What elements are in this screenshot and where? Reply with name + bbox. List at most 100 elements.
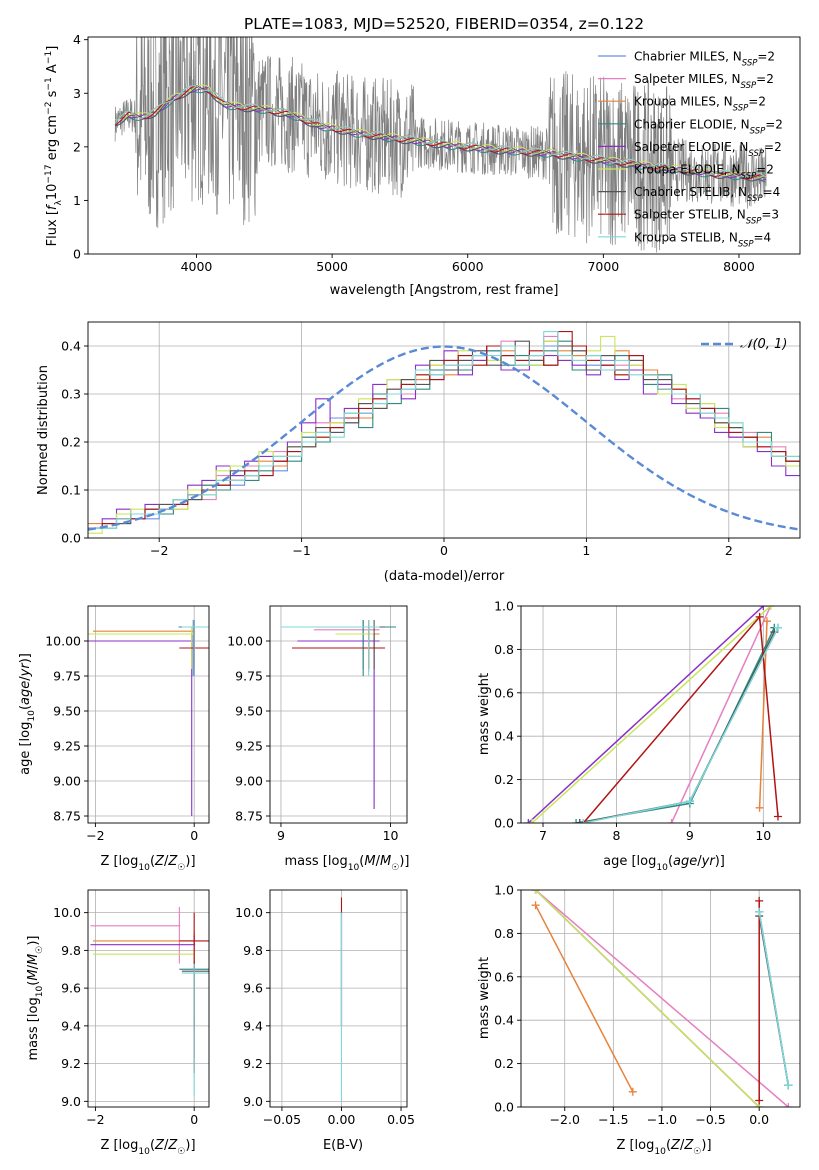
x-tick-label: 4000 (181, 259, 213, 274)
weight-marker (528, 819, 537, 823)
axes-frame-massweight_vs_age (520, 605, 801, 824)
histogram-step (88, 345, 800, 529)
x-tick-label: −1.0 (647, 1112, 677, 1127)
y-tick-label: 0.3 (61, 387, 81, 402)
weight-marker (755, 612, 764, 621)
x-tick-label: 8000 (723, 259, 755, 274)
x-tick-label: 7000 (587, 259, 619, 274)
y-tick-label: 9.0 (61, 1094, 81, 1109)
weight-line (527, 606, 764, 823)
y-tick-label: 0.2 (494, 772, 514, 787)
y-tick-label: 0.1 (61, 483, 81, 498)
histogram-step (88, 340, 800, 529)
axes-frame-age_vs_mass (269, 605, 408, 824)
x-tick-label: 7 (539, 828, 547, 843)
histogram-step (88, 331, 800, 529)
weight-marker (784, 1081, 793, 1090)
mass-vs-Z-x-label: Z [log10(Z/Z☉)] (100, 1138, 195, 1157)
spectrum-model-line (114, 85, 767, 178)
age-vs-Z-y-label: age [log10(age/yr)] (18, 653, 37, 775)
axes-frame-massweight_vs_Z (520, 889, 801, 1108)
weight-marker (685, 797, 694, 806)
weight-marker (524, 819, 533, 823)
plot-area-massweight_vs_age (524, 606, 782, 823)
weight-line (582, 615, 779, 823)
weight-line (575, 627, 775, 823)
massweight-Z-x-label: Z [log10(Z/Z☉)] (616, 1138, 711, 1157)
legend-label: Kroupa STELIB, NSSP=4 (634, 230, 771, 249)
weight-marker (773, 812, 782, 821)
weight-marker (531, 890, 540, 894)
y-tick-label: 9.2 (243, 1056, 263, 1071)
normal-curve (88, 345, 800, 531)
legend-label: Chabrier MILES, NSSP=2 (634, 50, 775, 69)
y-tick-label: 9.8 (243, 943, 263, 958)
y-tick-label: 10.00 (45, 634, 81, 649)
y-tick-label: 0.0 (494, 1100, 514, 1115)
x-tick-label: 2 (725, 543, 733, 558)
residuals-x-label: (data-model)/error (384, 569, 505, 584)
spectrum-y-label: Flux [fλ10−17 erg cm−2 s−1 A−1] (44, 46, 64, 247)
figure-title: PLATE=1083, MJD=52520, FIBERID=0354, z=0… (244, 15, 644, 33)
x-tick-label: −1.5 (598, 1112, 628, 1127)
y-tick-label: 0.6 (494, 685, 514, 700)
y-tick-label: 9.25 (235, 739, 263, 754)
plot-area-mass_vs_Z (90, 906, 209, 1096)
spectrum-x-label: wavelength [Angstrom, rest frame] (330, 283, 559, 298)
weight-line (758, 911, 790, 1086)
age-vs-Z-x-label: Z [log10(Z/Z☉)] (100, 854, 195, 873)
x-tick-label: 0.05 (387, 1112, 415, 1127)
y-tick-label: 4 (73, 32, 81, 47)
plot-area-residuals (88, 331, 800, 534)
massweight-age-x-label: age [log10(age/yr)] (603, 854, 725, 873)
y-tick-label: 0.8 (494, 926, 514, 941)
y-tick-label: 0.2 (61, 435, 81, 450)
x-tick-label: 0.0 (749, 1112, 769, 1127)
y-tick-label: 0 (73, 247, 81, 262)
histogram-step (88, 345, 800, 529)
x-tick-label: 0 (190, 828, 198, 843)
histogram-step (88, 331, 800, 529)
spectrum-model-line (115, 84, 767, 179)
y-tick-label: 8.75 (235, 809, 263, 824)
y-tick-label: 1 (73, 193, 81, 208)
y-tick-label: 9.6 (61, 981, 81, 996)
weight-marker (572, 819, 581, 823)
weight-marker (575, 819, 584, 823)
x-tick-label: −2 (86, 828, 104, 843)
weight-marker (759, 606, 768, 610)
y-tick-label: 9.00 (53, 774, 81, 789)
weight-line (670, 606, 772, 823)
weight-marker (773, 623, 782, 632)
legend-label: Salpeter ELODIE, NSSP=2 (634, 140, 782, 159)
weight-marker (784, 1103, 793, 1107)
x-tick-label: 0 (440, 543, 448, 558)
weight-marker (531, 901, 540, 910)
y-tick-label: 0.6 (494, 969, 514, 984)
y-tick-label: 3 (73, 86, 81, 101)
spectrum-model-line (114, 84, 767, 180)
y-tick-label: 9.50 (235, 704, 263, 719)
x-tick-label: 0 (190, 1112, 198, 1127)
plot-area-massweight_vs_Z (531, 890, 793, 1107)
histogram-step (88, 335, 800, 534)
weight-marker (762, 617, 771, 626)
y-tick-label: 10.0 (53, 905, 81, 920)
legend-label: Salpeter STELIB, NSSP=3 (634, 208, 779, 227)
spectrum-model-line (114, 86, 767, 182)
x-tick-label: −2 (86, 1112, 104, 1127)
y-tick-label: 0.0 (61, 531, 81, 546)
histogram-step (88, 340, 800, 529)
y-tick-label: 10.0 (235, 905, 263, 920)
x-tick-label: 5000 (316, 259, 348, 274)
weight-marker (755, 1096, 764, 1105)
y-tick-label: 9.50 (53, 704, 81, 719)
x-tick-label: 9 (686, 828, 694, 843)
legend-label: 𝒩(0, 1) (740, 337, 787, 352)
weight-line (531, 606, 772, 823)
y-tick-label: 9.25 (53, 739, 81, 754)
weight-marker (766, 606, 775, 610)
weight-line (534, 904, 634, 1093)
weight-line (583, 627, 779, 823)
y-tick-label: 0.8 (494, 642, 514, 657)
